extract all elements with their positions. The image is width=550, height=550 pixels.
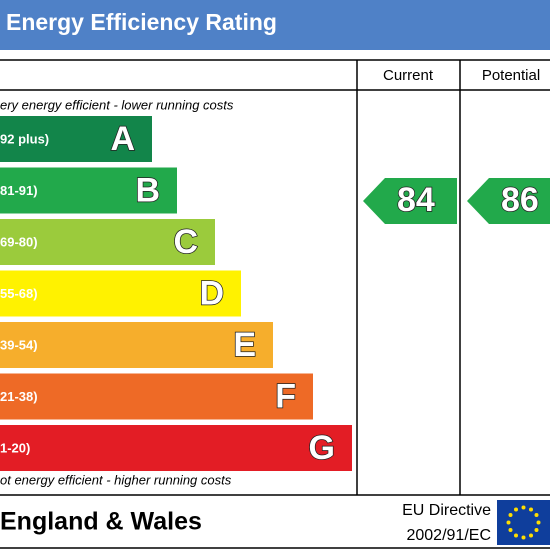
eu-star <box>534 513 539 517</box>
bottom-note: ot energy efficient - higher running cos… <box>0 472 232 487</box>
band-range: 69-80) <box>0 234 38 249</box>
eu-star <box>521 505 526 510</box>
band <box>0 116 152 162</box>
title-bar <box>0 0 550 50</box>
eu-star <box>508 528 513 532</box>
eu-star <box>521 535 526 540</box>
directive: 2002/91/EC <box>406 527 491 544</box>
band-letter: G <box>309 429 335 467</box>
band-letter: E <box>233 326 256 364</box>
directive: EU Directive <box>402 502 491 519</box>
eu-star <box>529 533 533 538</box>
rating-value: 86 <box>501 181 539 219</box>
band-letter: A <box>110 120 135 158</box>
band-letter: B <box>135 171 160 209</box>
region: England & Wales <box>0 508 202 536</box>
rating-value: 84 <box>397 181 435 219</box>
band <box>0 322 273 368</box>
band-range: 81-91) <box>0 183 38 198</box>
eu-star <box>506 520 511 525</box>
eu-star <box>529 507 533 512</box>
band-range: 39-54) <box>0 337 38 352</box>
eu-star <box>514 533 518 538</box>
eu-star <box>534 528 539 532</box>
band <box>0 270 241 317</box>
top-note: ery energy efficient - lower running cos… <box>0 97 234 112</box>
eu-stars <box>506 505 541 540</box>
band <box>0 425 352 471</box>
eu-star <box>536 520 541 525</box>
rating-arrow <box>467 178 550 224</box>
eu-star <box>514 507 518 512</box>
title: Energy Efficiency Rating <box>6 9 277 35</box>
band <box>0 167 177 214</box>
band-letter: C <box>173 223 198 261</box>
frame <box>0 59 550 549</box>
band-range: 55-68) <box>0 286 38 301</box>
band-range: 92 plus) <box>0 131 49 146</box>
band-letter: F <box>275 377 296 415</box>
band-letter: D <box>199 274 224 312</box>
band <box>0 219 215 265</box>
band-range: 1-20) <box>0 440 30 455</box>
eu-star <box>508 513 513 517</box>
column-header: Current <box>383 67 434 84</box>
rating-arrow <box>363 178 457 224</box>
band <box>0 373 313 420</box>
band-range: 21-38) <box>0 389 38 404</box>
column-header: Potential <box>482 67 540 84</box>
